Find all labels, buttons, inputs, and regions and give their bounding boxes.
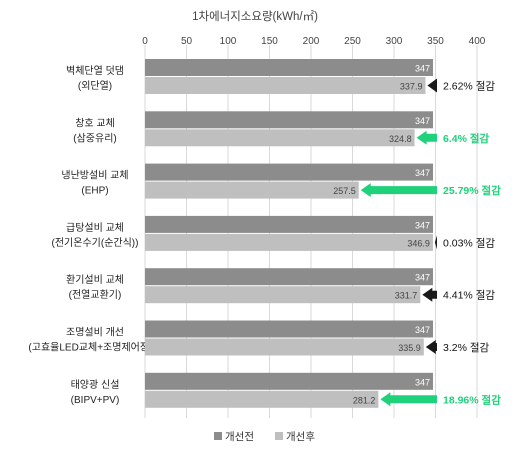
category-label: 급탕설비 교체 <box>66 222 124 234</box>
bar-row: 조명설비 개선 (고효율LED교체+조명제어장치) 347 335.9 3.2% 절감 <box>28 320 490 356</box>
bar-after-label: 331.7 <box>395 291 418 301</box>
x-tick-label: 50 <box>181 36 193 47</box>
bar-after <box>145 338 424 356</box>
bar-after <box>145 77 426 94</box>
legend-label-before: 개선전 <box>225 431 254 443</box>
bar-before-label: 347 <box>415 168 430 178</box>
bar-before <box>145 163 434 181</box>
bar-before <box>145 372 434 390</box>
category-label: 벽체단열 덧댐 <box>66 65 124 77</box>
legend-swatch-before <box>214 432 222 440</box>
bar-before-label: 347 <box>415 116 430 126</box>
reduction-arrow <box>416 130 437 145</box>
x-tick-label: 350 <box>427 36 444 47</box>
x-tick-label: 250 <box>344 36 361 47</box>
category-sublabel: (EHP) <box>81 186 108 197</box>
legend-label-after: 개선후 <box>286 431 315 443</box>
x-tick-label: 100 <box>220 36 237 47</box>
bar-before-label: 347 <box>415 377 430 387</box>
chart-title: 1차에너지소요량(kWh/㎡) <box>192 10 318 23</box>
x-axis-tick-labels: 0 50 100 150 200 250 300 350 400 <box>142 36 486 47</box>
x-tick-label: 400 <box>469 36 486 47</box>
reduction-annotation: 25.79% 절감 <box>443 184 501 197</box>
reduction-annotation: 6.4% 절감 <box>443 132 490 145</box>
bar-after <box>145 390 379 408</box>
category-sublabel: (삼중유리) <box>73 132 116 144</box>
bar-after-label: 324.8 <box>389 134 412 144</box>
x-tick-label: 150 <box>261 36 278 47</box>
category-label: 태양광 신설 <box>71 379 120 391</box>
reduction-annotation: 3.2% 절감 <box>443 341 490 354</box>
x-tick-label: 300 <box>386 36 403 47</box>
bar-row: 태양광 신설 (BIPV+PV) 347 281.2 18.96% 절감 <box>71 372 501 408</box>
category-sublabel: (전기온수기(순간식)) <box>52 237 139 249</box>
reduction-arrow <box>380 392 437 407</box>
bar-after-label: 346.9 <box>407 238 430 248</box>
bar-before-label: 347 <box>415 273 430 283</box>
bar-row: 냉난방설비 교체 (EHP) 347 257.5 25.79% 절감 <box>61 163 501 199</box>
legend-swatch-after <box>275 432 283 440</box>
bar-before-label: 347 <box>415 220 430 230</box>
reduction-arrow <box>427 78 437 93</box>
category-sublabel: (전열교환기) <box>69 289 122 301</box>
legend: 개선전 개선후 <box>214 431 315 443</box>
bar-after <box>145 181 359 199</box>
bar-after <box>145 286 421 304</box>
bar-after-label: 281.2 <box>353 395 376 405</box>
bar-row: 급탕설비 교체 (전기온수기(순간식)) 347 346.9 0.03% 절감 <box>52 215 495 251</box>
category-sublabel: (BIPV+PV) <box>71 395 120 406</box>
category-sublabel: (고효율LED교체+조명제어장치) <box>28 342 161 354</box>
reduction-annotation: 2.62% 절감 <box>443 80 495 93</box>
reduction-annotation: 0.03% 절감 <box>443 236 495 249</box>
reduction-arrow <box>360 183 437 198</box>
bar-after <box>145 233 433 251</box>
reduction-arrow <box>425 340 437 354</box>
bar-after <box>145 129 415 147</box>
bar-after-label: 257.5 <box>333 186 356 196</box>
bar-before <box>145 215 434 233</box>
bar-before <box>145 268 434 286</box>
bar-row: 환기설비 교체 (전열교환기) 347 331.7 4.41% 절감 <box>66 268 495 304</box>
bar-before <box>145 320 434 338</box>
category-label: 창호 교체 <box>75 117 115 129</box>
category-label: 냉난방설비 교체 <box>61 170 128 182</box>
category-label: 조명설비 개선 <box>66 327 124 339</box>
reduction-annotation: 18.96% 절감 <box>443 393 501 406</box>
x-tick-label: 200 <box>303 36 320 47</box>
bar-after-label: 337.9 <box>400 82 423 92</box>
bar-before <box>145 59 434 76</box>
bar-after-label: 335.9 <box>398 343 421 353</box>
category-sublabel: (외단열) <box>78 80 112 92</box>
bar-before-label: 347 <box>415 325 430 335</box>
bar-before-label: 347 <box>415 64 430 74</box>
x-tick-label: 0 <box>142 36 148 47</box>
reduction-arrow <box>434 235 437 250</box>
category-label: 환기설비 교체 <box>66 274 124 286</box>
bar-before <box>145 111 434 129</box>
reduction-annotation: 4.41% 절감 <box>443 289 495 302</box>
reduction-arrow <box>422 287 437 302</box>
bar-row: 벽체단열 덧댐 (외단열) 347 337.9 2.62% 절감 <box>66 59 495 94</box>
